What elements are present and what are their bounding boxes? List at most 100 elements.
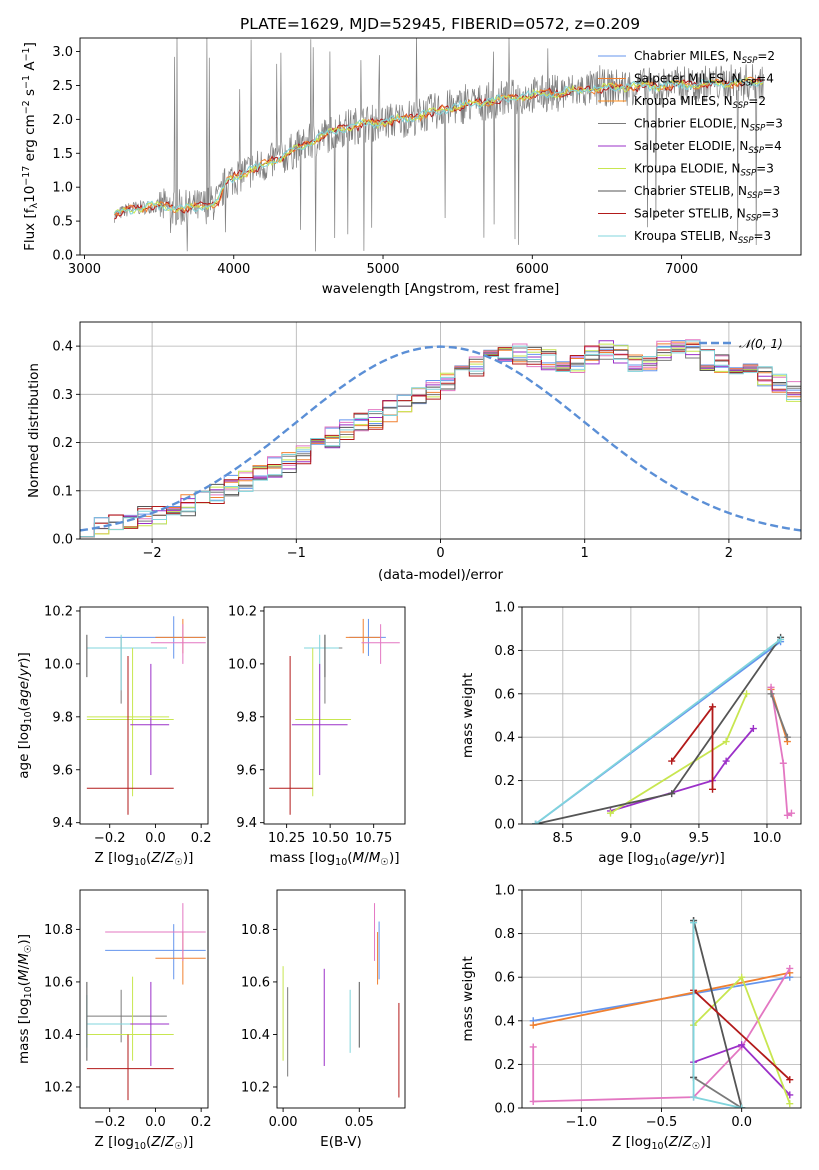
y-tick-label: 10.4	[241, 1028, 270, 1043]
data-point-marker	[767, 690, 775, 698]
x-tick-label: 8.5	[552, 831, 573, 846]
plot-area	[86, 903, 206, 1101]
y-tick-label: 0.4	[52, 340, 73, 355]
x-tick-label: −0.2	[94, 831, 126, 846]
x-tick-label: 0	[436, 546, 444, 561]
legend: Chabrier MILES, NSSP=2 Salpeter MILES, NS…	[598, 49, 783, 246]
plot-area	[86, 616, 206, 815]
x-tick-label: 0.0	[145, 831, 166, 846]
data-point-marker	[787, 809, 795, 817]
mass-weight-line	[770, 687, 792, 817]
y-tick-label: 9.6	[52, 763, 73, 778]
x-tick-label: 0.2	[191, 831, 212, 846]
x-tick-label: 10.25	[268, 831, 305, 846]
x-tick-label: −2	[143, 546, 162, 561]
axes-frame	[263, 606, 406, 825]
data-point-marker	[749, 725, 757, 733]
y-tick-label: 3.0	[52, 45, 73, 60]
y-tick-label: 10.0	[44, 657, 73, 672]
data-point-marker	[777, 636, 785, 644]
y-tick-label: 9.8	[236, 710, 257, 725]
legend-entry: Kroupa MILES, NSSP=2	[634, 94, 766, 111]
y-tick-label: 0.8	[494, 644, 515, 659]
y-tick-label: 9.6	[236, 763, 257, 778]
y-axis-label: Normed distribution	[26, 363, 42, 498]
x-axis-label: wavelength [Angstrom, rest frame]	[322, 281, 560, 297]
model-spectrum	[113, 76, 764, 214]
mass-weight-line	[692, 920, 743, 1108]
data-point-marker	[709, 703, 717, 711]
axes-frame	[79, 606, 209, 825]
residual-histogram-step	[80, 340, 801, 538]
panel-age-vs-mass: 10.25 10.50 10.75 9.4 9.6 9.8 10.0 10.2 mass [lo…	[228, 604, 406, 868]
y-tick-label: 0.6	[494, 971, 515, 986]
data-point-marker	[690, 1093, 698, 1101]
x-tick-label: −0.2	[94, 1115, 126, 1130]
plot-area	[529, 917, 794, 1108]
data-point-marker	[709, 785, 717, 793]
x-tick-label: 7000	[665, 262, 698, 277]
plot-area	[532, 633, 795, 824]
x-axis-label: mass [log10(M/M☉)]	[270, 850, 400, 868]
y-tick-label: 10.2	[241, 1080, 270, 1095]
x-tick-label: 0.05	[345, 1115, 374, 1130]
data-point-marker	[529, 1097, 537, 1105]
plot-area	[80, 339, 801, 538]
y-tick-label: 0.0	[494, 1102, 515, 1117]
mass-weight-line	[692, 989, 791, 1081]
y-tick-label: 2.0	[52, 113, 73, 128]
data-point-marker	[738, 1104, 746, 1108]
y-tick-label: 10.8	[44, 923, 73, 938]
x-tick-label: 10.75	[355, 831, 392, 846]
y-tick-label: 9.4	[52, 816, 73, 831]
data-point-marker	[668, 790, 676, 798]
data-point-marker	[722, 738, 730, 746]
y-tick-label: 0.1	[52, 484, 73, 499]
panel-mass-vs-ebv: 0.00 0.05 10.2 10.4 10.6 10.8 E(B-V)	[241, 889, 406, 1150]
x-tick-label: 0.0	[145, 1115, 166, 1130]
residual-histogram-step	[80, 339, 801, 538]
mass-weight-line	[535, 638, 782, 824]
legend-entry: Kroupa STELIB, NSSP=3	[634, 229, 771, 246]
y-tick-label: 2.5	[52, 79, 73, 94]
axes-frame	[276, 889, 406, 1109]
y-tick-label: 9.8	[52, 710, 73, 725]
data-point-marker	[738, 1041, 746, 1049]
panel-mass-weight-vs-metallicity: −1.0 −0.5 0.0 0.0 0.2 0.4 0.6 0.8 1.0 Z [log10(Z/…	[460, 884, 802, 1152]
residual-histogram-step	[80, 344, 801, 538]
x-tick-label: 4000	[217, 262, 250, 277]
legend-entry: Chabrier STELIB, NSSP=3	[634, 184, 780, 201]
data-point-marker	[532, 820, 540, 824]
y-tick-label: 0.0	[52, 249, 73, 264]
mass-weight-line	[770, 693, 789, 738]
y-tick-label: 10.6	[241, 975, 270, 990]
x-tick-label: −1	[287, 546, 306, 561]
data-point-marker	[779, 759, 787, 767]
residual-histogram-step	[80, 340, 801, 538]
normal-distribution-curve	[80, 345, 801, 532]
x-axis-label: E(B-V)	[320, 1134, 362, 1150]
figure-title: PLATE=1629, MJD=52945, FIBERID=0572, z=0…	[240, 15, 640, 33]
legend-entry: 𝒩(0, 1)	[739, 337, 783, 351]
panel-age-vs-metallicity: −0.2 0.0 0.2 9.4 9.6 9.8 10.0 10.2 Z [log10(Z/Z☉…	[16, 604, 211, 868]
y-tick-label: 0.5	[52, 215, 73, 230]
x-tick-label: 9.0	[621, 831, 642, 846]
x-tick-label: 0.0	[731, 1115, 752, 1130]
y-tick-label: 0.3	[52, 388, 73, 403]
data-point-marker	[738, 973, 746, 981]
y-tick-label: 1.0	[494, 601, 515, 616]
residual-histogram-step	[80, 341, 801, 538]
y-tick-label: 10.2	[44, 604, 73, 619]
data-point-marker	[529, 1043, 537, 1051]
data-point-marker	[668, 757, 676, 765]
panel-spectrum: 3000 4000 5000 6000 7000 0.0 0.5 1.0 1.5 2.0 2.5 3.…	[21, 37, 802, 297]
y-tick-label: 0.0	[494, 818, 515, 833]
y-tick-label: 0.8	[494, 927, 515, 942]
x-tick-label: 3000	[68, 262, 101, 277]
residual-histogram-step	[80, 346, 801, 538]
data-point-marker	[786, 1076, 794, 1084]
y-tick-label: 9.4	[236, 816, 257, 831]
residual-histogram-step	[80, 343, 801, 538]
x-tick-label: 0.2	[191, 1115, 212, 1130]
x-tick-label: 10.50	[312, 831, 349, 846]
